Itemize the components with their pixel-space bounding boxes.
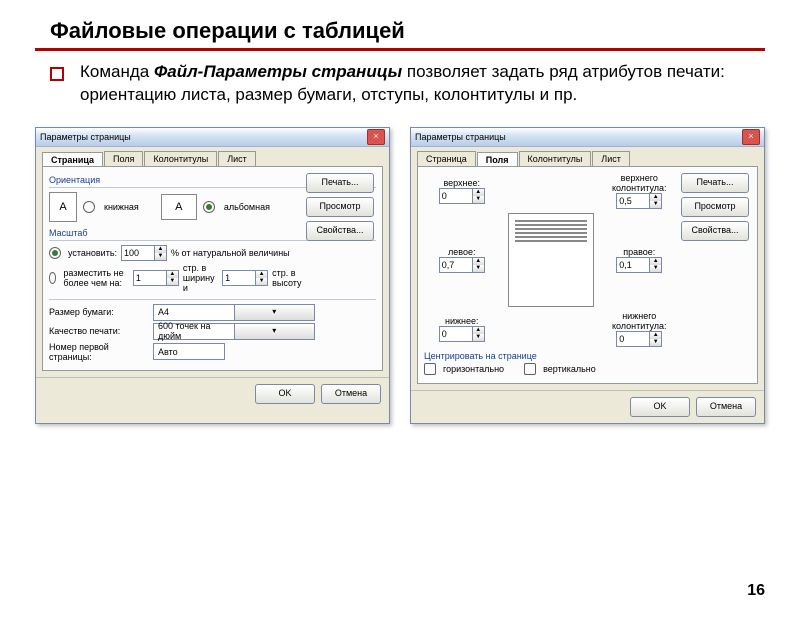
top-spin[interactable]: ▲▼ — [439, 188, 485, 204]
scale-input[interactable] — [122, 247, 154, 259]
bullet-pre: Команда — [80, 62, 154, 81]
preview-button[interactable]: Просмотр — [681, 197, 749, 217]
print-button[interactable]: Печать... — [306, 173, 374, 193]
right-label: правое: — [602, 247, 678, 257]
landscape-icon: A — [161, 194, 197, 220]
tab-fields[interactable]: Поля — [477, 152, 518, 167]
firstpage-value: Авто — [154, 347, 224, 357]
tab-fields[interactable]: Поля — [104, 151, 143, 166]
header-input[interactable] — [617, 195, 649, 207]
scale-set-radio[interactable] — [49, 247, 61, 259]
bottom-label: нижнее: — [424, 316, 500, 326]
title-rule — [35, 48, 765, 51]
center-h-check[interactable] — [424, 363, 436, 375]
tab-body-margins: Печать... Просмотр Свойства... верхнее: … — [417, 166, 758, 384]
titlebar[interactable]: Параметры страницы × — [36, 128, 389, 147]
fit-w-suffix: стр. в ширину и — [183, 263, 218, 293]
properties-button[interactable]: Свойства... — [306, 221, 374, 241]
dialog-title: Параметры страницы — [415, 132, 742, 142]
fit-h-input[interactable] — [223, 272, 255, 284]
footer-label: нижнего колонтитула: — [602, 311, 678, 331]
landscape-radio[interactable] — [203, 201, 215, 213]
margins-preview — [508, 213, 594, 307]
fit-h-suffix: стр. в высоту — [272, 268, 302, 288]
titlebar[interactable]: Параметры страницы × — [411, 128, 764, 147]
footer-spin[interactable]: ▲▼ — [616, 331, 662, 347]
right-input[interactable] — [617, 259, 649, 271]
fit-h-spin[interactable]: ▲▼ — [222, 270, 268, 286]
fit-w-input[interactable] — [134, 272, 166, 284]
fit-w-spin[interactable]: ▲▼ — [133, 270, 179, 286]
landscape-text: альбомная — [224, 202, 270, 212]
tab-sheet[interactable]: Лист — [592, 151, 630, 166]
header-label: верхнего колонтитула: — [602, 173, 678, 193]
orientation-row: A книжная A альбомная — [49, 192, 302, 222]
scale-set-label: установить: — [68, 248, 117, 258]
tab-page[interactable]: Страница — [42, 152, 103, 167]
quality-combo[interactable]: 600 точек на дюйм▾ — [153, 323, 315, 340]
slide-title: Файловые операции с таблицей — [50, 18, 800, 44]
center-label: Центрировать на странице — [424, 351, 751, 361]
bullet-icon — [50, 67, 64, 81]
scale-suffix: % от натуральной величины — [171, 248, 290, 258]
properties-button[interactable]: Свойства... — [681, 221, 749, 241]
center-v-label: вертикально — [543, 364, 596, 374]
firstpage-label: Номер первой страницы: — [49, 342, 149, 362]
right-spin[interactable]: ▲▼ — [616, 257, 662, 273]
top-label: верхнее: — [424, 178, 500, 188]
top-input[interactable] — [440, 190, 472, 202]
bottom-input[interactable] — [440, 328, 472, 340]
tab-sheet[interactable]: Лист — [218, 151, 256, 166]
cancel-button[interactable]: Отмена — [696, 397, 756, 417]
paper-label: Размер бумаги: — [49, 307, 149, 317]
header-spin[interactable]: ▲▼ — [616, 193, 662, 209]
bottom-spin[interactable]: ▲▼ — [439, 326, 485, 342]
page-number: 16 — [747, 582, 765, 600]
close-icon[interactable]: × — [742, 129, 760, 145]
preview-button[interactable]: Просмотр — [306, 197, 374, 217]
bullet-block: Команда Файл-Параметры страницы позволяе… — [50, 61, 750, 107]
dialog-title: Параметры страницы — [40, 132, 367, 142]
print-button[interactable]: Печать... — [681, 173, 749, 193]
bullet-cmd: Файл-Параметры страницы — [154, 62, 402, 81]
tab-headers[interactable]: Колонтитулы — [519, 151, 592, 166]
footer-input[interactable] — [617, 333, 649, 345]
tab-headers[interactable]: Колонтитулы — [144, 151, 217, 166]
quality-value: 600 точек на дюйм — [154, 321, 234, 341]
portrait-icon: A — [49, 192, 77, 222]
left-input[interactable] — [440, 259, 472, 271]
tabs: Страница Поля Колонтитулы Лист — [36, 147, 389, 166]
fit-radio[interactable] — [49, 272, 56, 284]
bullet-text: Команда Файл-Параметры страницы позволяе… — [80, 61, 750, 107]
left-spin[interactable]: ▲▼ — [439, 257, 485, 273]
portrait-text: книжная — [104, 202, 139, 212]
page-setup-dialog-page: Параметры страницы × Страница Поля Колон… — [35, 127, 390, 424]
close-icon[interactable]: × — [367, 129, 385, 145]
left-label: левое: — [424, 247, 500, 257]
ok-button[interactable]: OK — [630, 397, 690, 417]
center-h-label: горизонтально — [443, 364, 504, 374]
cancel-button[interactable]: Отмена — [321, 384, 381, 404]
quality-label: Качество печати: — [49, 326, 149, 336]
center-v-check[interactable] — [524, 363, 536, 375]
paper-value: A4 — [154, 307, 234, 317]
ok-button[interactable]: OK — [255, 384, 315, 404]
paper-combo[interactable]: A4▾ — [153, 304, 315, 321]
tab-page[interactable]: Страница — [417, 151, 476, 166]
firstpage-combo[interactable]: Авто — [153, 343, 225, 360]
portrait-radio[interactable] — [83, 201, 95, 213]
tab-body-page: Печать... Просмотр Свойства... Ориентаци… — [42, 166, 383, 371]
tabs: Страница Поля Колонтитулы Лист — [411, 147, 764, 166]
page-setup-dialog-margins: Параметры страницы × Страница Поля Колон… — [410, 127, 765, 424]
fit-label: разместить не более чем на: — [63, 268, 129, 288]
scale-spin[interactable]: ▲▼ — [121, 245, 167, 261]
